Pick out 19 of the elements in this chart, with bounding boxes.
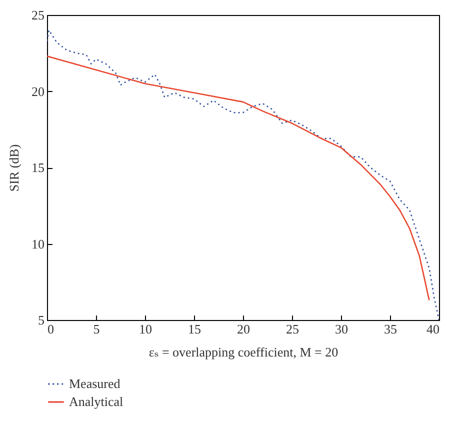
y-tick-label: 25 (32, 8, 44, 22)
y-tick-label: 10 (32, 236, 44, 252)
x-tick-label: 0 (48, 322, 54, 336)
x-tick-label: 5 (93, 322, 100, 336)
y-tick-label: 15 (32, 160, 44, 175)
line-series (47, 30, 439, 320)
x-tick-label: 10 (139, 322, 152, 336)
x-axis-title: εₛ = overlapping coefficient, M = 20 (148, 344, 338, 360)
x-tick-label: 25 (286, 322, 299, 336)
x-tick-label: 30 (335, 322, 348, 336)
y-axis-title: SIR (dB) (6, 144, 22, 192)
y-tick-label: 20 (32, 84, 44, 99)
line-series (47, 56, 430, 301)
legend-label: Analytical (69, 394, 124, 409)
x-tick-label: 40 (426, 322, 440, 336)
legend-label: Measured (69, 376, 121, 391)
x-tick-label: 20 (237, 322, 250, 336)
x-tick-label: 15 (188, 322, 201, 336)
x-tick-label: 35 (384, 322, 397, 336)
